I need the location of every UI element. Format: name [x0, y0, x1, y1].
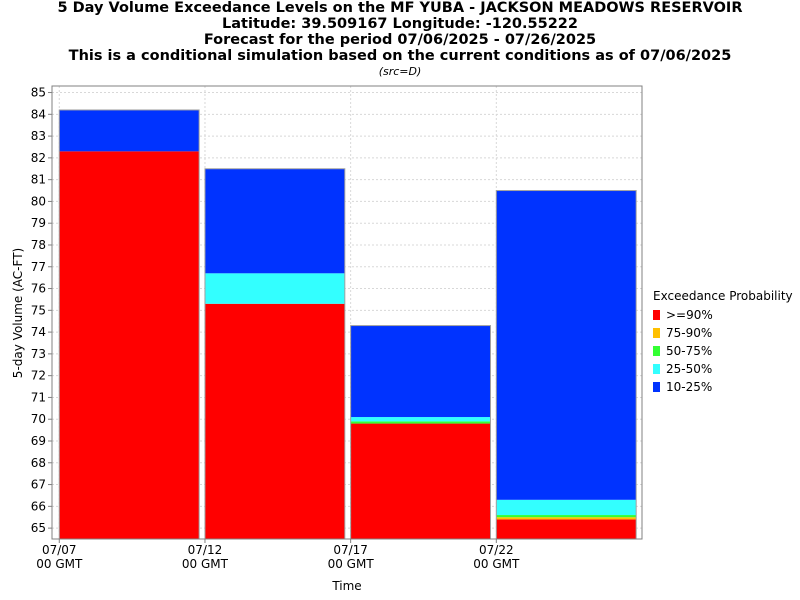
legend-swatch — [653, 364, 660, 374]
y-tick-label: 77 — [31, 260, 46, 274]
x-tick-sublabel: 00 GMT — [36, 557, 83, 571]
legend-swatch — [653, 382, 660, 392]
x-tick-sublabel: 00 GMT — [182, 557, 229, 571]
legend-item: 10-25% — [653, 378, 793, 396]
legend-label: >=90% — [666, 308, 713, 322]
bar-3-segment — [350, 421, 491, 424]
chart-title-line-2: Latitude: 39.509167 Longitude: -120.5522… — [222, 16, 578, 32]
legend-swatch — [653, 328, 660, 338]
x-axis-label: Time — [331, 579, 361, 593]
legend-swatch — [653, 310, 660, 320]
x-tick-label: 07/22 — [479, 543, 514, 557]
bar-4-segment — [496, 519, 637, 539]
y-tick-label: 79 — [31, 216, 46, 230]
bars-group — [58, 109, 637, 540]
y-tick-label: 68 — [31, 456, 46, 470]
legend: Exceedance Probability >=90% 75-90% 50-75%… — [653, 289, 793, 396]
y-tick-label: 78 — [31, 238, 46, 252]
y-tick-label: 65 — [31, 521, 46, 535]
legend-label: 25-50% — [666, 362, 713, 376]
y-tick-label: 82 — [31, 151, 46, 165]
y-axis: 65 66 67 68 69 70 71 72 73 74 75 76 77 78 79 80 81 82 83 84… — [31, 86, 52, 535]
legend-item: >=90% — [653, 306, 793, 324]
x-tick-label: 07/07 — [42, 543, 77, 557]
bar-1-segment — [59, 151, 200, 539]
y-tick-label: 74 — [31, 325, 46, 339]
chart-subtitle: (src=D) — [378, 65, 422, 78]
bar-4-segment — [496, 499, 637, 516]
y-tick-label: 76 — [31, 282, 46, 296]
y-tick-label: 80 — [31, 194, 46, 208]
bar-2-segment — [204, 273, 345, 304]
legend-label: 10-25% — [666, 380, 713, 394]
chart-title-line-3: Forecast for the period 07/06/2025 - 07/… — [203, 32, 597, 48]
chart-title-line-1: 5 Day Volume Exceedance Levels on the MF… — [57, 0, 743, 16]
y-tick-label: 70 — [31, 412, 46, 426]
bar-4-segment — [496, 517, 637, 520]
x-tick-sublabel: 00 GMT — [328, 557, 375, 571]
y-axis-label: 5-day Volume (AC-FT) — [11, 248, 25, 378]
bar-3-segment — [350, 417, 491, 422]
legend-title: Exceedance Probability — [653, 289, 793, 303]
legend-items: >=90% 75-90% 50-75% 25-50% 10-25% — [653, 306, 793, 396]
y-tick-label: 81 — [31, 173, 46, 187]
y-tick-label: 85 — [31, 86, 46, 100]
legend-item: 50-75% — [653, 342, 793, 360]
bar-4-segment — [496, 515, 637, 518]
chart-title-block: 5 Day Volume Exceedance Levels on the MF… — [0, 0, 800, 79]
bar-1-segment — [59, 109, 200, 152]
x-tick-sublabel: 00 GMT — [473, 557, 520, 571]
y-tick-label: 83 — [31, 129, 46, 143]
legend-swatch — [653, 346, 660, 356]
legend-label: 75-90% — [666, 326, 713, 340]
y-tick-label: 75 — [31, 303, 46, 317]
bar-3-segment — [350, 423, 491, 539]
legend-label: 50-75% — [666, 344, 713, 358]
y-tick-label: 67 — [31, 478, 46, 492]
bar-3-segment — [350, 325, 491, 418]
bar-2-segment — [204, 303, 345, 539]
bar-2-segment — [204, 168, 345, 274]
x-tick-label: 07/12 — [188, 543, 223, 557]
y-tick-label: 73 — [31, 347, 46, 361]
plot-border — [51, 85, 643, 540]
bar-4-segment — [496, 190, 637, 500]
legend-item: 75-90% — [653, 324, 793, 342]
x-tick-label: 07/17 — [333, 543, 368, 557]
y-tick-label: 69 — [31, 434, 46, 448]
y-tick-label: 84 — [31, 107, 46, 121]
y-tick-label: 66 — [31, 499, 46, 513]
chart-title-line-4: This is a conditional simulation based o… — [68, 48, 732, 64]
legend-item: 25-50% — [653, 360, 793, 378]
y-tick-label: 71 — [31, 390, 46, 404]
y-tick-label: 72 — [31, 369, 46, 383]
